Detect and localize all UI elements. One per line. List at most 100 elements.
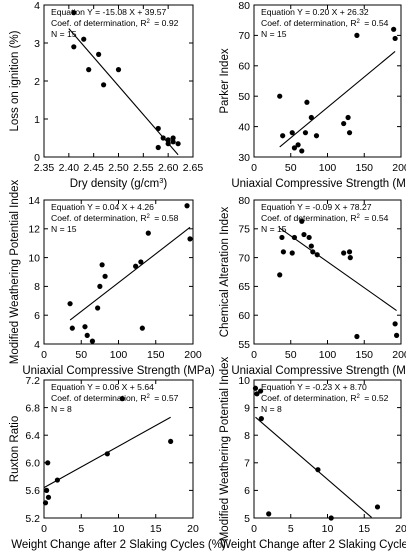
data-point: [170, 139, 176, 145]
data-point: [81, 36, 87, 42]
x-axis-label-text: Uniaxial Compressive Strength (MPa): [231, 178, 406, 190]
data-point: [299, 148, 305, 154]
x-axis-label-text: Uniaxial Compressive Strength (MPa): [22, 365, 215, 377]
y-axis-label: Modified Weathering Potential Index: [9, 179, 21, 364]
regression-line: [279, 51, 396, 148]
r-squared-label: Coef. of determination, R: [51, 213, 147, 223]
y-tick-label: 40: [238, 121, 250, 133]
y-tick-label: 30: [238, 152, 250, 164]
data-point: [86, 67, 92, 73]
y-tick-label: 60: [238, 310, 250, 322]
data-point: [102, 273, 108, 279]
y-tick-label: 3: [34, 38, 40, 50]
y-axis-label: Chemical Alteration Index: [219, 207, 231, 338]
x-axis-label-text: Dry density (g/cm: [70, 178, 159, 190]
data-point: [97, 283, 103, 289]
y-tick-label: 65: [238, 281, 250, 293]
data-point: [291, 145, 298, 151]
chart-panel-1: 2.35 2.40 2.45 2.50 2.55 2.60 2.65 0 1 2 3 4 Dry den…: [9, 0, 203, 190]
x-tick-label: 200: [392, 162, 406, 174]
data-point: [277, 93, 283, 99]
y-tick-label: 6: [244, 485, 250, 497]
y-tick-label: 70: [238, 252, 250, 264]
x-tick-label: 50: [285, 349, 297, 361]
data-point: [45, 494, 52, 500]
r-squared-superscript: 2: [357, 394, 361, 400]
equation-annotation: Equation Y = 0.20 X + 26.32: [261, 7, 369, 17]
data-point: [71, 44, 77, 50]
y-axis-label: Ruxton Ratio: [9, 416, 21, 482]
r-squared-annotation: Coef. of determination, R2 = 0.54: [261, 213, 389, 223]
y-tick-label: 1: [34, 114, 40, 126]
regression-line: [68, 28, 179, 156]
y-tick-label: 75: [238, 224, 250, 236]
y-tick-label: 55: [238, 339, 250, 351]
data-point: [277, 272, 283, 278]
chart-panel-4: 0 50 100 150 200 55 60 65 70 75 80 Uniaxial Compres…: [219, 195, 406, 377]
x-tick-label: 50: [285, 162, 297, 174]
y-tick-label: 5: [244, 513, 250, 525]
data-point: [165, 141, 171, 147]
x-tick-label: 2.35: [34, 162, 55, 174]
data-point: [354, 333, 360, 340]
r-squared-superscript: 2: [147, 19, 151, 25]
sample-count-annotation: N = 8: [51, 404, 72, 414]
r-squared-superscript: 2: [147, 394, 151, 400]
x-axis-label: Uniaxial Compressive Strength (MPa): [22, 365, 215, 377]
data-point: [313, 133, 320, 139]
x-tick-label: 200: [392, 349, 406, 361]
data-point: [139, 325, 145, 331]
data-point: [289, 250, 295, 256]
x-tick-label: 150: [355, 162, 373, 174]
x-tick-label: 150: [147, 349, 165, 361]
data-point: [341, 120, 347, 127]
data-point: [346, 130, 353, 136]
x-tick-label: 50: [75, 349, 87, 361]
data-point: [165, 137, 171, 143]
data-point: [354, 32, 360, 39]
r-squared-label: Coef. of determination, R: [261, 213, 357, 223]
y-tick-label: 8: [244, 430, 250, 442]
y-tick-label: 6.0: [25, 458, 40, 470]
y-axis-label: Parker Index: [219, 48, 231, 113]
y-tick-label: 10: [238, 375, 250, 387]
data-point: [104, 451, 110, 457]
data-point: [138, 259, 144, 265]
r-squared-superscript: 2: [357, 214, 361, 220]
x-axis-label: Uniaxial Compressive Strength (MPa): [231, 365, 406, 377]
data-point: [67, 301, 73, 307]
data-point: [392, 35, 398, 42]
y-tick-label: 80: [238, 195, 250, 207]
data-point: [115, 67, 122, 73]
data-point: [299, 218, 305, 224]
r-squared-value: = 0.52: [362, 393, 389, 403]
data-point: [341, 250, 347, 256]
x-tick-label: 0: [251, 523, 257, 535]
equation-annotation: Equation Y = -0.09 X + 78.27: [261, 202, 372, 212]
data-point: [96, 51, 102, 58]
data-point: [280, 249, 286, 255]
data-point: [345, 114, 351, 121]
equation-annotation: Equation Y = -0.23 X + 8.70: [261, 382, 367, 392]
y-tick-label: 6: [34, 310, 40, 322]
data-point: [374, 504, 381, 510]
x-tick-label: 0: [251, 162, 257, 174]
data-point: [69, 325, 75, 331]
data-point: [54, 477, 61, 483]
r-squared-value: = 0.92: [152, 18, 179, 28]
data-point: [155, 125, 161, 132]
data-point: [168, 438, 174, 445]
data-point: [84, 332, 90, 338]
x-tick-label: 10: [322, 523, 334, 535]
data-point: [328, 515, 334, 521]
x-axis-label-superscript: 3: [159, 176, 163, 185]
data-point: [302, 130, 309, 136]
y-tick-label: 50: [238, 91, 250, 103]
x-axis-label: Weight Change after 2 Slaking Cycles (%): [220, 539, 406, 551]
x-tick-label: 2.65: [183, 162, 204, 174]
data-point: [254, 391, 260, 397]
data-point: [308, 114, 314, 121]
data-point: [119, 396, 125, 402]
y-tick-label: 5.2: [25, 513, 40, 525]
